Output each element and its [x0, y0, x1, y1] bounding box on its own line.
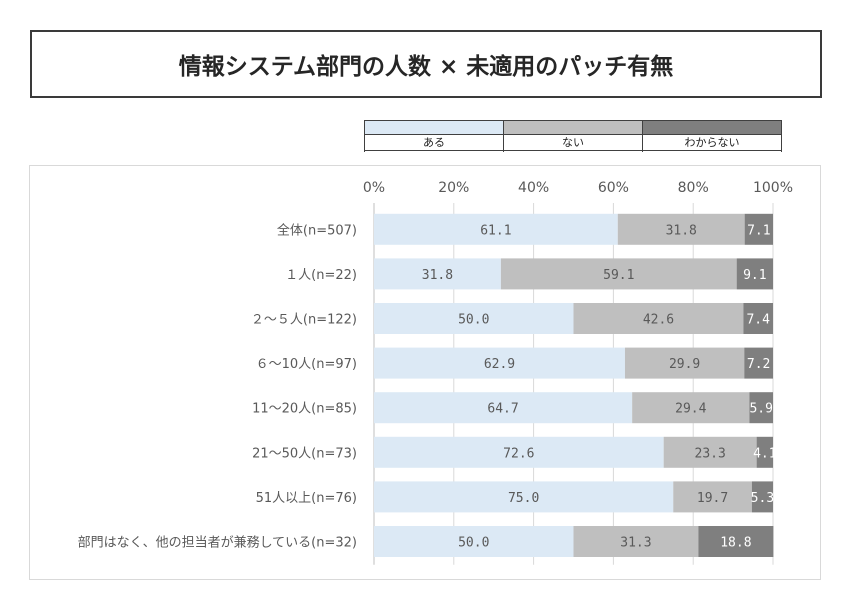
category-label: 21～50人(n=73)	[252, 446, 357, 461]
bar-segment	[617, 213, 745, 245]
bar-segment	[374, 303, 574, 334]
x-tick-label: 80%	[678, 180, 709, 196]
data-label: 59.1	[603, 268, 634, 283]
data-label: 5.9	[749, 402, 772, 417]
bar-segment	[744, 213, 773, 245]
bar-segment	[736, 258, 773, 290]
category-label: １人(n=22)	[285, 268, 357, 283]
bar-segment	[632, 392, 750, 424]
data-label: 4.1	[753, 446, 776, 461]
data-label: 29.4	[675, 402, 706, 417]
data-label: 9.1	[743, 268, 766, 283]
data-label: 31.8	[422, 268, 453, 283]
chart-title-box: 情報システム部門の人数 × 未適用のパッチ有無	[30, 30, 822, 98]
data-label: 7.2	[747, 357, 770, 372]
data-label: 42.6	[643, 313, 674, 328]
legend-swatch-nai	[504, 120, 642, 135]
chart-title: 情報システム部門の人数 × 未適用のパッチ有無	[178, 54, 674, 80]
bar-segment	[374, 436, 664, 468]
x-tick-label: 20%	[438, 180, 469, 196]
bar-segment	[743, 303, 773, 334]
category-label: 11～20人(n=85)	[252, 402, 357, 417]
bar-segment	[374, 258, 501, 290]
bar-segment	[744, 347, 773, 379]
bar-segment	[673, 481, 752, 513]
category-label: 51人以上(n=76)	[256, 491, 357, 506]
legend-label-aru: ある	[365, 135, 503, 151]
bar-segment	[751, 481, 773, 513]
x-tick-label: 0%	[363, 180, 385, 196]
bar-segment	[500, 258, 737, 290]
legend-item-nai: ない	[503, 120, 642, 152]
bar-segment	[374, 347, 625, 379]
category-label: 部門はなく、他の担当者が兼務している(n=32)	[78, 536, 357, 551]
data-label: 31.8	[666, 223, 697, 238]
category-label: ２～５人(n=122)	[251, 313, 357, 328]
legend-swatch-wakaranai	[643, 120, 781, 135]
data-label: 19.7	[697, 491, 728, 506]
bar-segment	[573, 526, 699, 557]
legend: ある ない わからない	[364, 120, 782, 152]
legend-label-nai: ない	[504, 135, 642, 151]
bar-segment	[374, 526, 574, 557]
legend-item-aru: ある	[364, 120, 503, 152]
bar-segment	[374, 392, 633, 424]
bar-segment	[573, 303, 744, 334]
legend-item-wakaranai: わからない	[642, 120, 782, 152]
data-label: 23.3	[695, 446, 726, 461]
data-label: 7.1	[747, 223, 770, 238]
bar-segment	[374, 213, 618, 245]
bar-segment	[374, 481, 674, 513]
bar-segment	[749, 392, 773, 424]
data-label: 61.1	[480, 223, 511, 238]
category-label: 全体(n=507)	[277, 222, 357, 238]
category-label: ６～10人(n=97)	[256, 357, 357, 372]
legend-swatch-aru	[365, 120, 503, 135]
data-label: 18.8	[720, 536, 751, 551]
bar-segment	[624, 347, 745, 379]
legend-label-wakaranai: わからない	[643, 135, 781, 151]
data-label: 31.3	[620, 536, 651, 551]
bar-segment	[756, 436, 773, 468]
plot-area-frame	[29, 165, 821, 580]
bar-segment	[663, 436, 757, 468]
data-label: 62.9	[484, 357, 515, 372]
data-label: 50.0	[458, 313, 489, 328]
data-label: 75.0	[508, 491, 539, 506]
data-label: 50.0	[458, 536, 489, 551]
x-tick-label: 100%	[753, 180, 793, 196]
bar-segment	[698, 526, 774, 557]
data-label: 64.7	[487, 402, 518, 417]
data-label: 72.6	[503, 446, 534, 461]
data-label: 7.4	[746, 313, 770, 328]
x-tick-label: 40%	[518, 180, 549, 196]
data-label: 5.3	[751, 491, 774, 506]
data-label: 29.9	[669, 357, 700, 372]
x-tick-label: 60%	[598, 180, 629, 196]
